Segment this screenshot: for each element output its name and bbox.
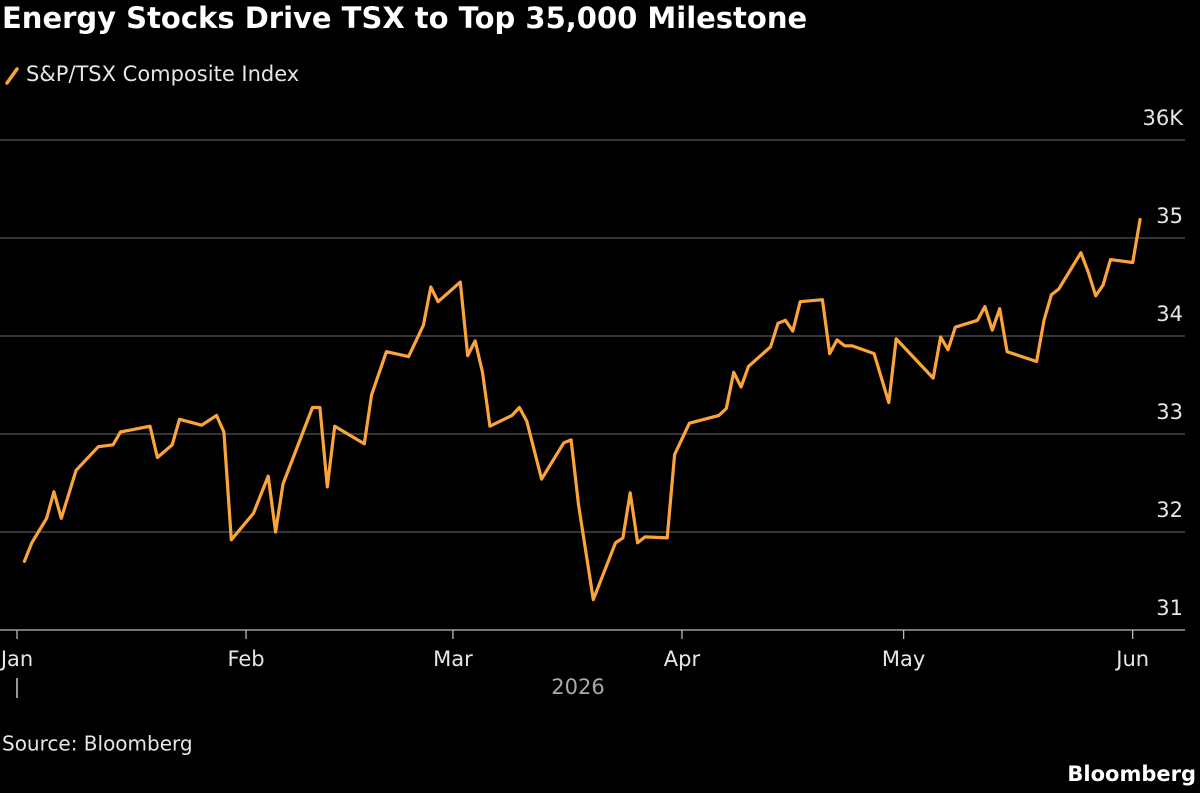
x-tick-label: Jun bbox=[1114, 647, 1149, 671]
brand: Bloomberg bbox=[1067, 762, 1196, 786]
y-tick-label: 32 bbox=[1156, 498, 1183, 522]
y-tick-label: 31 bbox=[1156, 596, 1183, 620]
x-tick-label: Mar bbox=[433, 647, 473, 671]
source: Source: Bloomberg bbox=[2, 732, 193, 756]
x-axis-label: 2026 bbox=[551, 675, 604, 699]
legend-label: S&P/TSX Composite Index bbox=[26, 62, 299, 86]
chart-title: Energy Stocks Drive TSX to Top 35,000 Mi… bbox=[2, 1, 807, 35]
x-tick-label: Feb bbox=[227, 647, 264, 671]
y-tick-label: 33 bbox=[1156, 400, 1183, 424]
x-tick-label: May bbox=[882, 647, 925, 671]
y-tick-label: 35 bbox=[1156, 204, 1183, 228]
y-tick-label: 34 bbox=[1156, 302, 1183, 326]
x-tick-label: Apr bbox=[664, 647, 701, 671]
line bbox=[22, 217, 1142, 602]
legend-swatch bbox=[5, 67, 19, 85]
y-tick-label: 36K bbox=[1143, 106, 1185, 130]
x-tick-label: Jan bbox=[0, 647, 33, 671]
